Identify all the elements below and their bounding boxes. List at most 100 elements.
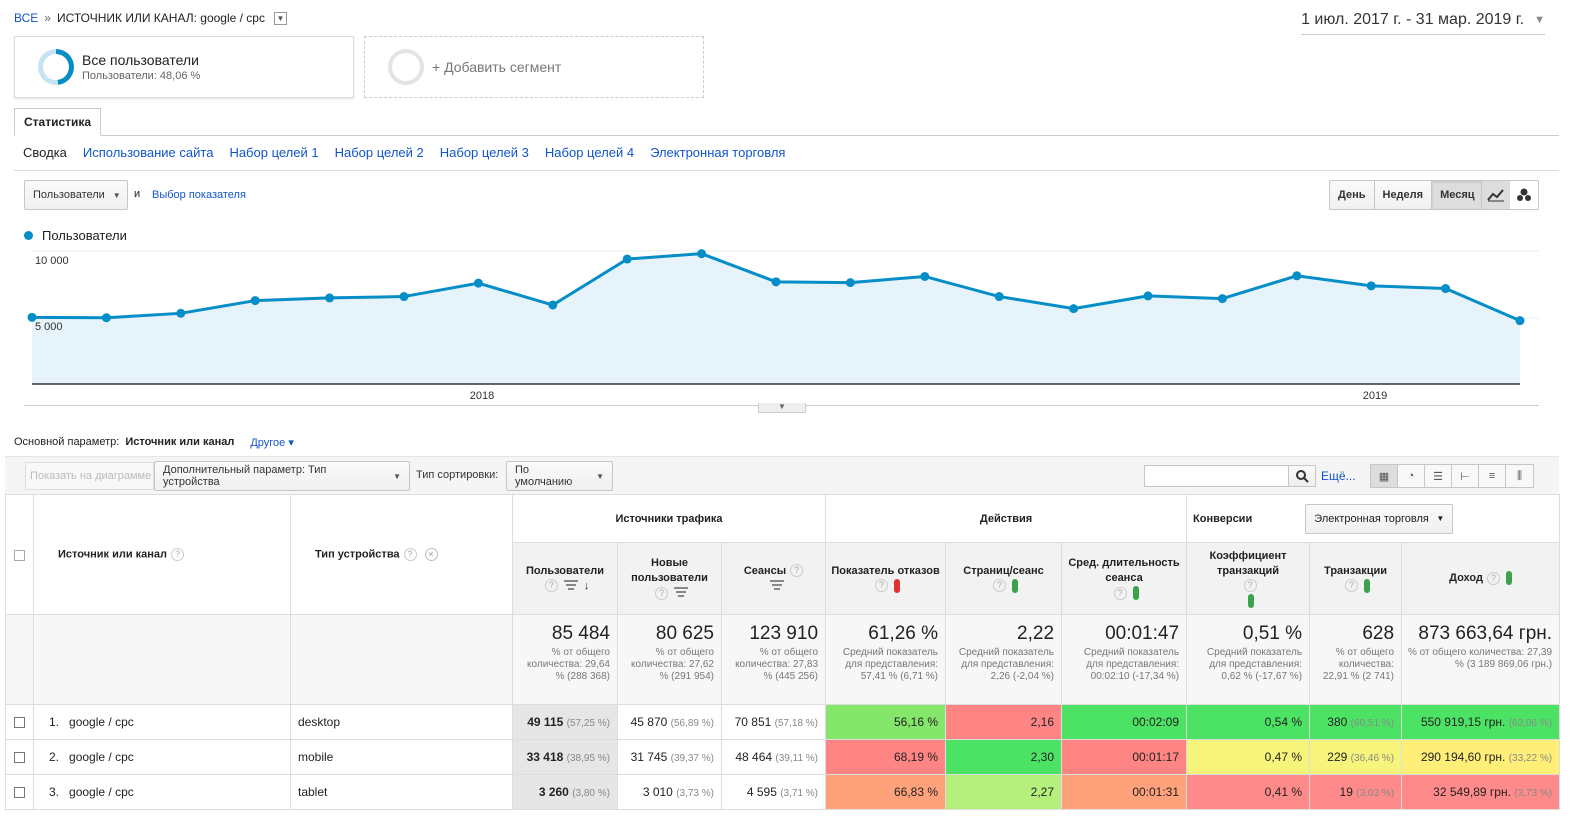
motion-chart-icon[interactable] xyxy=(1510,181,1538,209)
source-link[interactable]: google / cpc xyxy=(69,750,134,764)
data-point[interactable] xyxy=(771,277,781,287)
column-header-pages[interactable]: Страниц/сеанс? xyxy=(945,542,1063,615)
data-point[interactable] xyxy=(697,249,707,259)
conversion-type-select[interactable]: Электронная торговля ▼ xyxy=(1305,503,1454,534)
column-header-new-users[interactable]: Новые пользователи? xyxy=(617,542,722,615)
help-icon[interactable]: ? xyxy=(1113,586,1127,600)
source-link[interactable]: google / cpc xyxy=(69,715,134,729)
table-search-input[interactable] xyxy=(1144,465,1289,487)
data-point[interactable] xyxy=(845,278,855,288)
tab-statistics[interactable]: Статистика xyxy=(14,108,102,136)
data-point[interactable] xyxy=(399,292,409,302)
pivot-view-icon[interactable]: ⫼ xyxy=(1516,469,1523,482)
subtab-goal-set-2[interactable]: Набор целей 2 xyxy=(334,145,424,160)
sort-type-select[interactable]: По умолчанию ▼ xyxy=(506,461,613,491)
data-point[interactable] xyxy=(101,313,111,323)
secondary-dimension-value: Дополнительный параметр: Тип устройства xyxy=(163,464,327,488)
data-point[interactable] xyxy=(176,308,186,318)
period-week-button[interactable]: Неделя xyxy=(1375,181,1433,209)
data-point[interactable] xyxy=(250,296,260,306)
column-header-bounce[interactable]: Показатель отказов? xyxy=(825,542,947,615)
subtab-goal-set-1[interactable]: Набор целей 1 xyxy=(229,145,319,160)
performance-view-icon[interactable]: ☰ xyxy=(1425,465,1452,487)
data-point[interactable] xyxy=(1143,291,1153,301)
help-icon[interactable]: ? xyxy=(1243,579,1257,593)
grid-view-icon[interactable]: ▦ xyxy=(1371,465,1398,487)
data-point[interactable] xyxy=(622,254,632,264)
choose-metric-link[interactable]: Выбор показателя xyxy=(152,189,246,201)
data-point[interactable] xyxy=(1515,316,1525,326)
help-icon[interactable]: ? xyxy=(993,579,1007,593)
chevron-down-icon[interactable]: ▼ xyxy=(273,11,287,25)
column-header-conv-rate[interactable]: Коэффициент транзакций? xyxy=(1186,542,1311,615)
data-point[interactable] xyxy=(1441,284,1451,294)
search-icon[interactable] xyxy=(1288,465,1316,487)
remove-dimension-icon[interactable]: × xyxy=(424,548,438,561)
crumb-current: ИСТОЧНИК ИЛИ КАНАЛ: google / cpc xyxy=(56,11,265,25)
column-header-sessions[interactable]: Сеансы? xyxy=(720,542,827,615)
source-cell: 2. google / cpc xyxy=(33,739,291,775)
source-link[interactable]: google / cpc xyxy=(69,785,134,799)
secondary-dimension-select[interactable]: Дополнительный параметр: Тип устройства … xyxy=(154,461,410,491)
pie-view-icon[interactable]: ◔ xyxy=(1398,465,1425,487)
column-header-device[interactable]: Тип устройства? × xyxy=(290,494,513,615)
other-dimension-link[interactable]: Другое ▾ xyxy=(250,437,294,449)
subtab-summary[interactable]: Сводка xyxy=(23,145,67,160)
comparison-view-icon[interactable]: ⊢ xyxy=(1452,465,1479,487)
users-line-chart: 10 000 5 000 2018 2019 xyxy=(27,249,1539,402)
column-header-duration[interactable]: Сред. длительность сеанса? xyxy=(1061,542,1188,615)
help-icon[interactable]: ? xyxy=(1486,571,1500,585)
term-cloud-icon[interactable]: ≡ xyxy=(1479,465,1506,487)
help-icon[interactable]: ? xyxy=(403,548,417,561)
data-point[interactable] xyxy=(473,278,483,288)
data-point[interactable] xyxy=(920,271,930,281)
subtab-site-usage[interactable]: Использование сайта xyxy=(82,145,214,160)
data-point[interactable] xyxy=(325,293,335,303)
plot-rows-button[interactable]: Показать на диаграмме xyxy=(25,462,154,490)
chart-collapse-handle[interactable]: ▼ xyxy=(758,403,806,413)
help-icon[interactable]: ? xyxy=(790,564,804,578)
row-checkbox-cell xyxy=(5,739,34,775)
row-checkbox[interactable] xyxy=(14,752,25,764)
column-header-transactions[interactable]: Транзакции? xyxy=(1309,542,1403,615)
help-icon[interactable]: ? xyxy=(655,586,668,600)
data-point[interactable] xyxy=(1069,304,1079,314)
crumb-all[interactable]: ВСЕ xyxy=(14,11,39,25)
column-header-users[interactable]: Пользователи? ↓ xyxy=(512,542,618,615)
data-point[interactable] xyxy=(548,300,558,310)
transactions-cell: 380 (60,51 %) xyxy=(1309,704,1403,740)
period-month-button[interactable]: Месяц xyxy=(1432,181,1483,209)
row-checkbox[interactable] xyxy=(14,717,25,729)
data-point[interactable] xyxy=(994,292,1004,302)
data-point[interactable] xyxy=(1217,294,1227,304)
help-icon[interactable]: ? xyxy=(171,548,185,561)
help-icon[interactable]: ? xyxy=(875,579,889,593)
device-cell: mobile xyxy=(290,739,513,775)
subtab-goal-set-4[interactable]: Набор целей 4 xyxy=(544,145,635,160)
transactions-cell: 19 (3,03 %) xyxy=(1309,774,1403,810)
line-chart-icon[interactable] xyxy=(1482,181,1510,209)
data-point[interactable] xyxy=(27,312,37,322)
source-cell: 3. google / cpc xyxy=(33,774,291,810)
data-point[interactable] xyxy=(1366,281,1376,291)
row-checkbox[interactable] xyxy=(14,787,25,799)
column-header-revenue[interactable]: Доход? xyxy=(1401,542,1561,615)
help-icon[interactable]: ? xyxy=(1345,579,1359,593)
device-link[interactable]: tablet xyxy=(298,785,328,799)
device-link[interactable]: desktop xyxy=(298,715,341,729)
more-link[interactable]: Ещё... xyxy=(1321,469,1356,483)
add-segment-button[interactable]: + Добавить сегмент xyxy=(364,36,704,98)
primary-dimension: Основной параметр: Источник или канал Др… xyxy=(14,436,294,449)
segment-all-users[interactable]: Все пользователи Пользователи: 48,06 % xyxy=(14,36,354,98)
column-header-source[interactable]: Источник или канал? xyxy=(33,494,291,615)
device-link[interactable]: mobile xyxy=(298,750,334,764)
help-icon[interactable]: ? xyxy=(544,579,558,593)
subtab-goal-set-3[interactable]: Набор целей 3 xyxy=(439,145,529,160)
data-point[interactable] xyxy=(1292,271,1302,281)
sort-bars-icon xyxy=(769,579,784,592)
period-day-button[interactable]: День xyxy=(1330,181,1375,209)
subtab-ecommerce[interactable]: Электронная торговля xyxy=(650,145,786,160)
select-all-checkbox[interactable] xyxy=(14,549,25,561)
date-range-picker[interactable]: 1 июл. 2017 г. - 31 мар. 2019 г. ▼ xyxy=(1301,11,1545,35)
metric-select[interactable]: Пользователи ▼ xyxy=(24,180,128,210)
